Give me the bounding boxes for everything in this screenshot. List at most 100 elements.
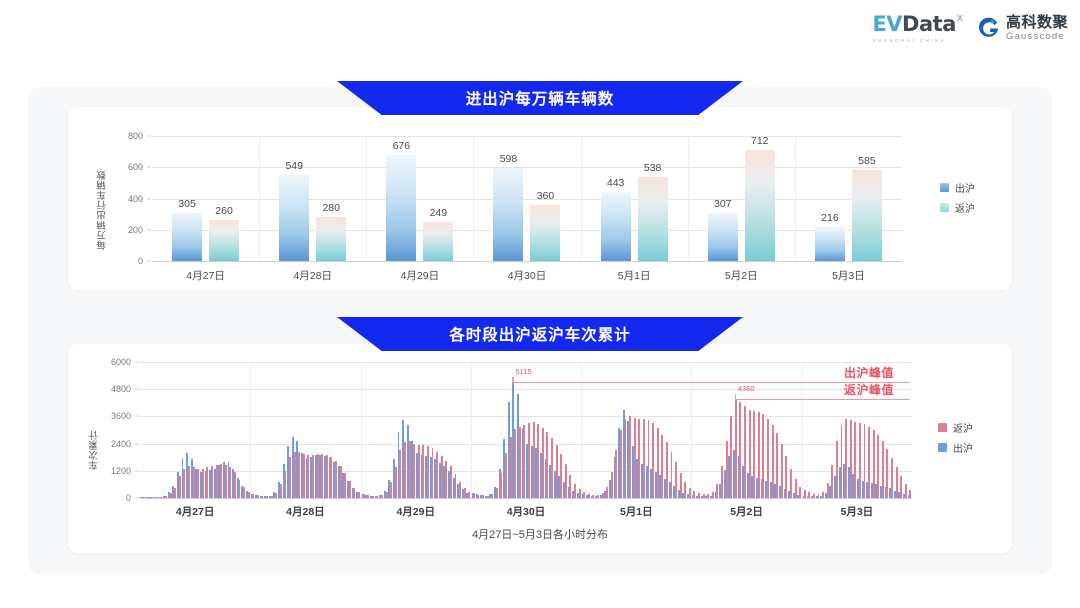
- hourly-bar-返沪: [247, 491, 250, 498]
- hourly-bar-出沪: [824, 492, 827, 498]
- hourly-bar-出沪: [190, 459, 193, 498]
- hourly-bar-出沪: [645, 466, 648, 498]
- hourly-bar-出沪: [310, 457, 313, 498]
- hourly-bar-出沪: [792, 493, 795, 498]
- hourly-bar-返沪: [812, 493, 815, 498]
- hourly-bar-出沪: [737, 456, 740, 498]
- legend-item-出沪[interactable]: 出沪: [940, 180, 975, 195]
- plot-area-hourly: 4月27日 4月28日 4月29日 4月30日 5月1日 5月2日 5月3日 5115 出沪峰值…: [140, 362, 912, 518]
- bar-value-label: 249: [429, 207, 448, 220]
- hourly-bar-返沪: [155, 497, 158, 498]
- hourly-bar-返沪: [348, 480, 351, 498]
- hourly-bar-返沪: [546, 432, 549, 498]
- hourly-bar-出沪: [843, 464, 846, 498]
- hourly-bar-出沪: [755, 478, 758, 498]
- hourly-bar-出沪: [282, 464, 285, 498]
- gausscode-text: 高科数聚 Gausscode: [1006, 15, 1068, 42]
- gausscode-g-mark-icon: [978, 17, 999, 37]
- hourly-bars: [140, 362, 912, 498]
- hourly-bar-返沪: [160, 497, 163, 498]
- hourly-bar-返沪: [872, 430, 875, 498]
- hourly-bar-出沪: [774, 483, 777, 498]
- hourly-bar-出沪: [167, 492, 170, 498]
- hourly-bar-返沪: [808, 492, 811, 498]
- hourly-bar-出沪: [668, 482, 671, 498]
- x-tick-label: 4月29日: [396, 506, 435, 518]
- hourly-bar-返沪: [822, 491, 825, 498]
- hourly-bar-返沪: [845, 418, 848, 498]
- y-tick-mark: [147, 166, 151, 168]
- hourly-bar-返沪: [256, 495, 259, 498]
- bar-出沪: 305: [172, 198, 203, 261]
- legend-item-返沪[interactable]: 返沪: [938, 420, 973, 435]
- gridline: [152, 167, 902, 169]
- hourly-bar-出沪: [475, 494, 478, 498]
- y-tick-mark: [135, 415, 139, 417]
- legend-item-出沪[interactable]: 出沪: [938, 440, 973, 455]
- hourly-bar-出沪: [861, 480, 864, 498]
- hourly-bar-出沪: [149, 497, 152, 498]
- hourly-bar-返沪: [215, 465, 218, 498]
- x-tick-label: 4月28日: [293, 270, 332, 282]
- hourly-bar-出沪: [296, 441, 299, 498]
- hourly-bar-返沪: [394, 467, 397, 498]
- hourly-bar-出沪: [677, 489, 680, 498]
- legend-swatch-icon: [938, 443, 947, 452]
- hourly-bar-返沪: [279, 483, 282, 498]
- legend-item-返沪[interactable]: 返沪: [940, 200, 975, 215]
- hourly-bar-出沪: [820, 495, 823, 498]
- gridline: [152, 198, 902, 200]
- x-tick-label: 4月27日: [175, 506, 215, 518]
- hourly-bar-出沪: [705, 496, 708, 498]
- hourly-bar-出沪: [627, 420, 630, 498]
- hourly-bar-返沪: [238, 479, 241, 498]
- hourly-bar-出沪: [599, 495, 602, 498]
- hourly-bar-出沪: [324, 456, 326, 498]
- hourly-bar-出沪: [241, 486, 244, 498]
- bar-value-label: 598: [499, 152, 518, 165]
- hourly-bar-出沪: [581, 494, 584, 498]
- hourly-bar-出沪: [769, 482, 772, 498]
- hourly-bar-返沪: [174, 487, 177, 498]
- hourly-bar-返沪: [803, 489, 806, 498]
- hourly-bar-返沪: [583, 491, 586, 498]
- x-tick-label: 5月1日: [617, 270, 651, 282]
- hourly-bar-出沪: [498, 468, 501, 498]
- hourly-bar-出沪: [176, 471, 179, 498]
- hourly-bar-返沪: [601, 493, 604, 498]
- hourly-bar-返沪: [142, 496, 144, 498]
- hourly-bar-出沪: [811, 496, 814, 498]
- hourly-bar-返沪: [509, 436, 512, 498]
- x-tick-label: 5月2日: [724, 270, 758, 282]
- hourly-bar-出沪: [778, 486, 781, 498]
- bar-value-label: 360: [536, 189, 555, 202]
- evdata-superscript: x: [956, 12, 963, 24]
- hourly-bar-返沪: [675, 461, 678, 498]
- y-tick-mark: [147, 229, 151, 231]
- hourly-bar-返沪: [151, 497, 154, 498]
- category-separator: [580, 136, 582, 261]
- hourly-bar-返沪: [767, 418, 769, 498]
- hourly-bar-返沪: [592, 494, 595, 498]
- hourly-bar-返沪: [688, 488, 691, 498]
- x-axis-caption-hourly: 4月27日~5月3日各小时分布: [471, 529, 608, 541]
- hourly-bar-返沪: [399, 450, 402, 498]
- hourly-bar-返沪: [707, 494, 710, 498]
- hourly-bar-返沪: [606, 486, 609, 498]
- hourly-bar-出沪: [898, 492, 901, 498]
- peak-annotation-line: [734, 399, 910, 401]
- y-tick-mark: [135, 388, 139, 390]
- hourly-bar-返沪: [495, 488, 498, 498]
- bar-group: 676 249: [366, 136, 473, 261]
- y-tick-label: 800: [127, 131, 143, 141]
- hourly-bar-出沪: [801, 495, 804, 498]
- bar-value-label: 443: [606, 176, 625, 189]
- x-tick-label: 5月3日: [840, 506, 874, 518]
- legend-label: 出沪: [955, 184, 975, 195]
- hourly-bar-出沪: [535, 448, 538, 498]
- bar-返沪: 538: [637, 162, 668, 261]
- hourly-bar-出沪: [328, 458, 331, 498]
- hourly-bar-出沪: [539, 452, 542, 498]
- hourly-bar-返沪: [817, 494, 820, 498]
